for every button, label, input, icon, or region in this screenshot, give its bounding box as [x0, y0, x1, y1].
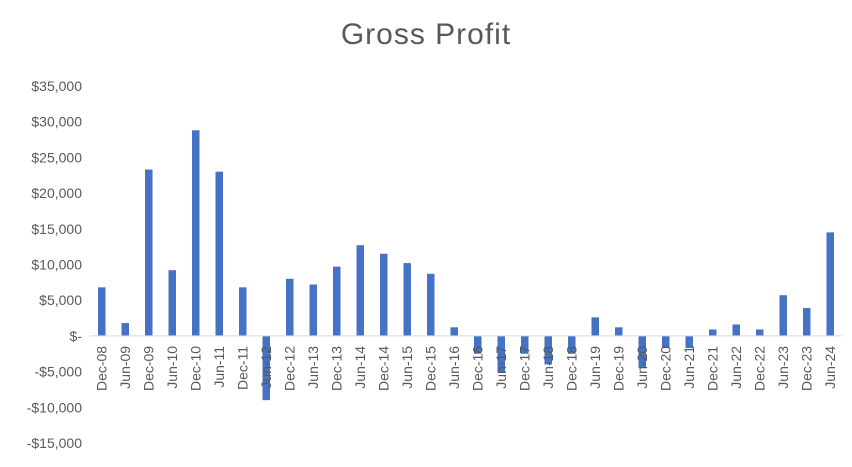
bar-jun-15 — [403, 263, 411, 336]
x-tick-label: Dec-15 — [423, 346, 439, 391]
x-tick-label: Jun-24 — [822, 346, 838, 389]
bar-jun-17 — [497, 335, 505, 374]
bar-dec-19 — [615, 327, 623, 336]
x-tick-label: Jun-13 — [305, 346, 321, 389]
x-tick-label: Dec-14 — [376, 346, 392, 391]
bar-dec-08 — [98, 287, 106, 336]
bar-dec-16 — [474, 335, 482, 354]
y-axis-labels: $35,000 $30,000 $25,000 $20,000 $15,000 $10,0… — [27, 78, 83, 451]
bar-dec-18 — [568, 335, 576, 354]
x-tick-label: Jun-11 — [211, 346, 227, 388]
x-tick-label: Dec-19 — [611, 346, 627, 391]
bar-dec-22 — [756, 329, 764, 336]
y-tick-label: -$15,000 — [27, 435, 82, 451]
x-tick-label: Dec-16 — [470, 346, 486, 391]
bar-jun-23 — [779, 295, 787, 336]
x-tick-label: Dec-11 — [235, 346, 251, 390]
y-tick-label: -$5,000 — [35, 364, 83, 380]
bar-dec-20 — [662, 335, 670, 349]
x-tick-label: Dec-09 — [141, 346, 157, 391]
bar-dec-14 — [380, 253, 388, 336]
x-tick-label: Dec-10 — [188, 346, 204, 391]
x-tick-label: Jun-10 — [164, 346, 180, 389]
x-tick-label: Dec-08 — [94, 346, 110, 391]
x-tick-label: Dec-13 — [329, 346, 345, 391]
x-tick-label: Jun-19 — [587, 346, 603, 389]
y-tick-label: $20,000 — [31, 185, 82, 201]
x-tick-label: Jun-21 — [681, 346, 697, 389]
x-tick-label: Dec-18 — [564, 346, 580, 391]
x-tick-label: Jun-15 — [399, 346, 415, 389]
bar-jun-20 — [638, 335, 646, 369]
bar-dec-09 — [145, 169, 153, 336]
y-tick-label: $25,000 — [31, 149, 82, 165]
bar-jun-13 — [309, 284, 317, 336]
bar-dec-12 — [286, 278, 294, 336]
x-axis-labels: Dec-08 Jun-09 Dec-09 Jun-10 Dec-10 Jun-11 Dec-… — [94, 346, 839, 391]
x-tick-label: Dec-23 — [799, 346, 815, 391]
x-tick-label: Jun-23 — [775, 346, 791, 389]
bar-dec-17 — [521, 335, 529, 354]
bar-jun-18 — [544, 335, 552, 365]
bar-dec-13 — [333, 266, 341, 336]
y-tick-label: $15,000 — [31, 221, 82, 237]
y-tick-label: $- — [70, 328, 83, 344]
bar-jun-09 — [121, 323, 129, 336]
bar-dec-11 — [239, 287, 247, 336]
x-tick-label: Jun-20 — [634, 346, 650, 389]
bars — [98, 130, 834, 401]
x-tick-label: Jun-12 — [258, 346, 274, 389]
bar-jun-19 — [591, 317, 599, 336]
bar-jun-24 — [826, 232, 834, 336]
x-tick-label: Jun-09 — [117, 346, 133, 389]
x-tick-label: Dec-22 — [752, 346, 768, 391]
y-tick-label: $10,000 — [31, 257, 82, 273]
y-tick-label: -$10,000 — [27, 399, 82, 415]
bar-dec-23 — [803, 308, 811, 336]
y-tick-label: $35,000 — [31, 78, 82, 94]
bar-jun-21 — [685, 335, 693, 349]
bar-jun-12 — [262, 335, 270, 401]
bar-dec-15 — [427, 273, 435, 336]
y-tick-label: $30,000 — [31, 114, 82, 130]
y-tick-label: $5,000 — [39, 292, 82, 308]
bar-jun-22 — [732, 324, 740, 336]
x-tick-label: Dec-20 — [658, 346, 674, 391]
x-tick-label: Jun-14 — [352, 346, 368, 389]
x-tick-label: Jun-22 — [728, 346, 744, 389]
chart-title: Gross Profit — [340, 18, 512, 51]
x-tick-label: Jun-16 — [446, 346, 462, 389]
bar-jun-10 — [168, 270, 176, 336]
x-tick-label: Dec-17 — [517, 346, 533, 391]
bar-jun-16 — [450, 327, 458, 336]
bar-jun-11 — [215, 171, 223, 336]
bar-dec-10 — [192, 130, 200, 336]
x-tick-label: Dec-12 — [282, 346, 298, 391]
bar-dec-21 — [709, 329, 717, 336]
x-tick-label: Jun-18 — [540, 346, 556, 389]
x-tick-label: Dec-21 — [705, 346, 721, 391]
bar-jun-14 — [356, 245, 364, 336]
x-tick-label: Jun-17 — [493, 346, 509, 389]
